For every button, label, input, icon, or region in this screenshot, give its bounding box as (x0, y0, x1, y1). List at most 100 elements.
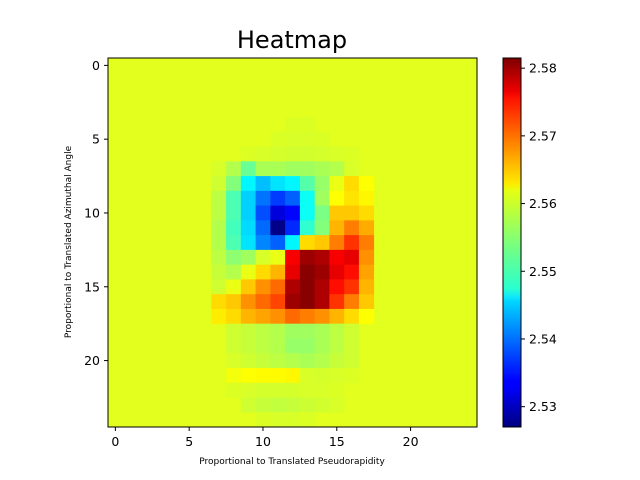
heatmap-cell (285, 294, 301, 310)
heatmap-cell (211, 235, 227, 251)
heatmap-cell (255, 220, 271, 236)
heatmap-cell (285, 338, 301, 354)
heatmap-cell (344, 294, 360, 310)
heatmap-cell (314, 131, 330, 147)
heatmap-cell (211, 205, 227, 221)
x-axis-label: Proportional to Translated Pseudorapidit… (199, 457, 385, 467)
heatmap-cell (329, 353, 345, 369)
y-tick-label: 15 (84, 279, 100, 294)
x-axis-ticks: 0 5 10 15 20 (111, 427, 419, 449)
heatmap-cell (226, 338, 242, 354)
heatmap-cell (329, 264, 345, 280)
heatmap-cell (211, 220, 227, 236)
heatmap-cell (329, 161, 345, 177)
colorbar-tick-label: 2.57 (529, 128, 557, 143)
heatmap-cell (299, 294, 316, 310)
heatmap-cell (299, 220, 316, 236)
heatmap-cell (329, 190, 345, 206)
heatmap-cell (299, 235, 316, 251)
heatmap-cell (255, 382, 271, 398)
heatmap-cell (240, 279, 256, 295)
heatmap-cell (285, 249, 301, 266)
heatmap-cell (314, 353, 330, 369)
heatmap-cell (344, 279, 360, 295)
heatmap-cell (358, 220, 375, 236)
heatmap-cell (255, 190, 271, 206)
heatmap-cell (255, 294, 271, 310)
heatmap-cell (358, 205, 375, 221)
heatmap-cell (358, 294, 375, 310)
heatmap-cell (314, 323, 330, 339)
heatmap-cell (344, 220, 360, 236)
heatmap-cell (299, 338, 316, 354)
heatmap-cell (240, 249, 256, 266)
heatmap-cell (344, 249, 360, 266)
heatmap-cell (270, 308, 286, 325)
heatmap-cell (255, 264, 271, 280)
heatmap-cell (329, 397, 345, 413)
y-axis-ticks: 0 5 10 15 20 (84, 58, 108, 368)
heatmap-cell (344, 190, 360, 206)
heatmap-cell (226, 176, 242, 192)
heatmap-cell (270, 264, 286, 280)
heatmap-cell (255, 161, 271, 177)
heatmap-cell (270, 353, 286, 369)
heatmap-cell (255, 323, 271, 339)
heatmap-cell (270, 382, 286, 398)
y-tick-label: 5 (92, 132, 100, 147)
heatmap-cell (240, 161, 256, 177)
heatmap-cell (285, 146, 301, 162)
heatmap-cell (299, 131, 316, 147)
heatmap-cell (240, 323, 256, 339)
heatmap-cell (211, 294, 227, 310)
heatmap-cell (344, 338, 360, 354)
heatmap-cell (211, 279, 227, 295)
heatmap-cell (358, 249, 375, 266)
heatmap-cell (255, 279, 271, 295)
heatmap-cell (270, 249, 286, 266)
heatmap-cell (285, 190, 301, 206)
heatmap-cell (240, 397, 256, 413)
heatmap-cell (240, 382, 256, 398)
heatmap-cell (344, 146, 360, 162)
heatmap-cell (240, 264, 256, 280)
heatmap-cell (299, 397, 316, 413)
colorbar-ticks: 2.53 2.54 2.55 2.56 2.57 2.58 (521, 61, 557, 414)
heatmap-cell (255, 308, 271, 325)
heatmap-cell (255, 205, 271, 221)
heatmap-cell (299, 367, 316, 384)
heatmap-cell (285, 176, 301, 192)
heatmap-cell (226, 205, 242, 221)
heatmap-cell (270, 323, 286, 339)
heatmap-cell (270, 176, 286, 192)
heatmap-cell (270, 190, 286, 206)
heatmap-cell (314, 220, 330, 236)
heatmap-cell (344, 161, 360, 177)
y-tick-label: 20 (84, 353, 100, 368)
y-tick-label: 0 (92, 58, 100, 73)
heatmap-cell (329, 294, 345, 310)
x-tick-label: 20 (403, 434, 419, 449)
heatmap-cell (344, 308, 360, 325)
heatmap-cell (270, 205, 286, 221)
y-tick-label: 10 (84, 205, 100, 220)
heatmap-cell (314, 146, 330, 162)
heatmap-cell (314, 279, 330, 295)
heatmap-cell (211, 190, 227, 206)
heatmap-cell (344, 205, 360, 221)
heatmap-cell (285, 308, 301, 325)
heatmap-cell (299, 117, 316, 133)
heatmap-cell (285, 161, 301, 177)
colorbar (502, 57, 522, 428)
heatmap-cell (314, 161, 330, 177)
heatmap-cell (211, 264, 227, 280)
x-tick-label: 15 (329, 434, 345, 449)
heatmap-cell (240, 367, 256, 384)
heatmap-cell (240, 308, 256, 325)
heatmap-cell (255, 338, 271, 354)
heatmap-cell (314, 235, 330, 251)
heatmap-cell (299, 264, 316, 280)
heatmap-cell (285, 367, 301, 384)
heatmap-cell (285, 264, 301, 280)
